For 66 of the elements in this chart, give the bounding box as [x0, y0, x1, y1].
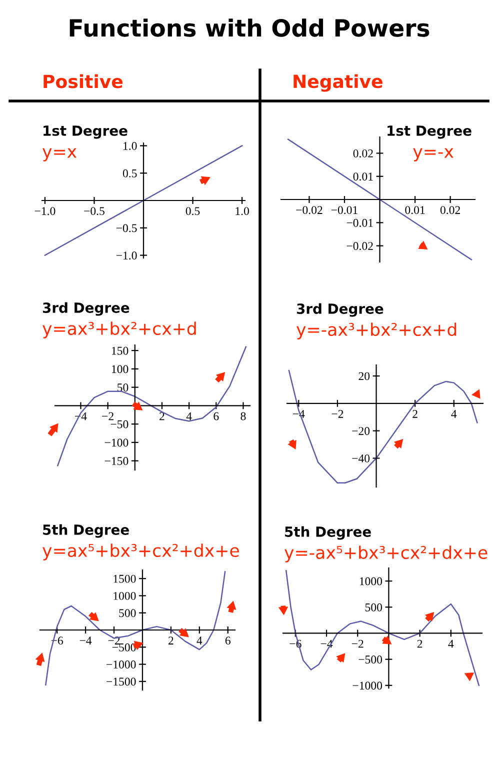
y-tick-label: 500	[119, 609, 136, 618]
y-tick-label: 150	[112, 346, 128, 355]
text: Negative	[294, 74, 382, 92]
x-tick-label: 4	[196, 636, 202, 644]
x-tick-label: −4	[80, 636, 92, 644]
chart-subtitle: y=-ax³+bx²+cx+d	[296, 322, 456, 340]
y-tick-label: 1500	[114, 574, 136, 583]
y-tick-label: −100	[104, 438, 128, 447]
line-series	[45, 571, 226, 686]
chart-title: 5th Degree	[43, 524, 129, 538]
chart-title: 3rd Degree	[296, 303, 384, 317]
x-tick-label: −2	[332, 410, 344, 418]
x-tick-label: 6	[214, 412, 219, 420]
y-tick-label: −50	[110, 420, 128, 428]
y-tick-label: −20	[352, 427, 370, 436]
x-tick-label: 8	[240, 412, 246, 420]
x-tick-label: 0.02	[440, 206, 460, 214]
chart-title: 3rd Degree	[42, 302, 130, 316]
x-tick-label: −0.01	[331, 206, 358, 214]
x-tick-label: 2	[168, 636, 174, 644]
chart-subtitle: y=-ax⁵+bx³+cx²+dx+e	[284, 546, 488, 562]
x-tick-label: 0.5	[186, 207, 200, 216]
y-tick-label: 1000	[114, 592, 136, 600]
x-tick-label: 4	[451, 410, 457, 418]
x-tick-label: −2	[352, 640, 364, 648]
x-tick-label: 4	[448, 640, 454, 648]
y-tick-label: 0.5	[122, 169, 137, 178]
y-tick-label: 20	[358, 372, 370, 380]
y-tick-label: −1500	[106, 678, 136, 686]
y-tick-label: 0.01	[353, 172, 373, 181]
x-tick-label: −1.0	[34, 207, 56, 216]
x-tick-label: −0.5	[84, 207, 104, 216]
chart-subtitle: y=ax⁵+bx³+cx²+dx+e	[42, 544, 239, 560]
text: Positive	[44, 74, 123, 88]
text: Functions with Odd Powers	[70, 18, 430, 37]
y-tick-label: 1000	[360, 577, 382, 586]
x-tick-label: −0.02	[296, 206, 322, 214]
y-tick-label: −150	[104, 457, 128, 466]
y-tick-label: −500	[358, 656, 382, 664]
x-tick-label: −2	[102, 412, 114, 420]
x-tick-label: 2	[160, 412, 164, 420]
line-series	[288, 370, 478, 484]
y-tick-label: −1000	[106, 660, 136, 668]
x-tick-label: 2	[417, 640, 422, 648]
chart-title: 5th Degree	[285, 526, 371, 540]
y-tick-label: −0.02	[346, 242, 373, 250]
text: y=-x	[413, 148, 454, 162]
y-tick-label: −1.0	[116, 252, 137, 260]
y-tick-label: −0.5	[116, 224, 137, 232]
y-tick-label: −40	[352, 454, 370, 462]
y-tick-label: 100	[112, 365, 128, 374]
x-tick-label: 2	[412, 410, 418, 418]
x-tick-label: 0.01	[405, 206, 425, 214]
x-tick-label: 4	[186, 412, 192, 420]
y-tick-label: 0.02	[353, 149, 373, 158]
chart-subtitle: y=ax³+bx²+cx+d	[42, 322, 196, 338]
chart-title: 1st Degree	[44, 126, 128, 139]
chart-subtitle: y=x	[42, 148, 77, 162]
chart-title: 1st Degree	[388, 126, 472, 139]
x-tick-label: 6	[225, 636, 230, 645]
y-tick-label: 1.0	[124, 142, 137, 150]
y-tick-label: −0.01	[346, 218, 373, 227]
y-tick-label: 500	[365, 603, 382, 612]
x-tick-label: 1.0	[236, 207, 249, 216]
line-series	[57, 346, 247, 466]
y-tick-label: −1000	[352, 682, 382, 690]
